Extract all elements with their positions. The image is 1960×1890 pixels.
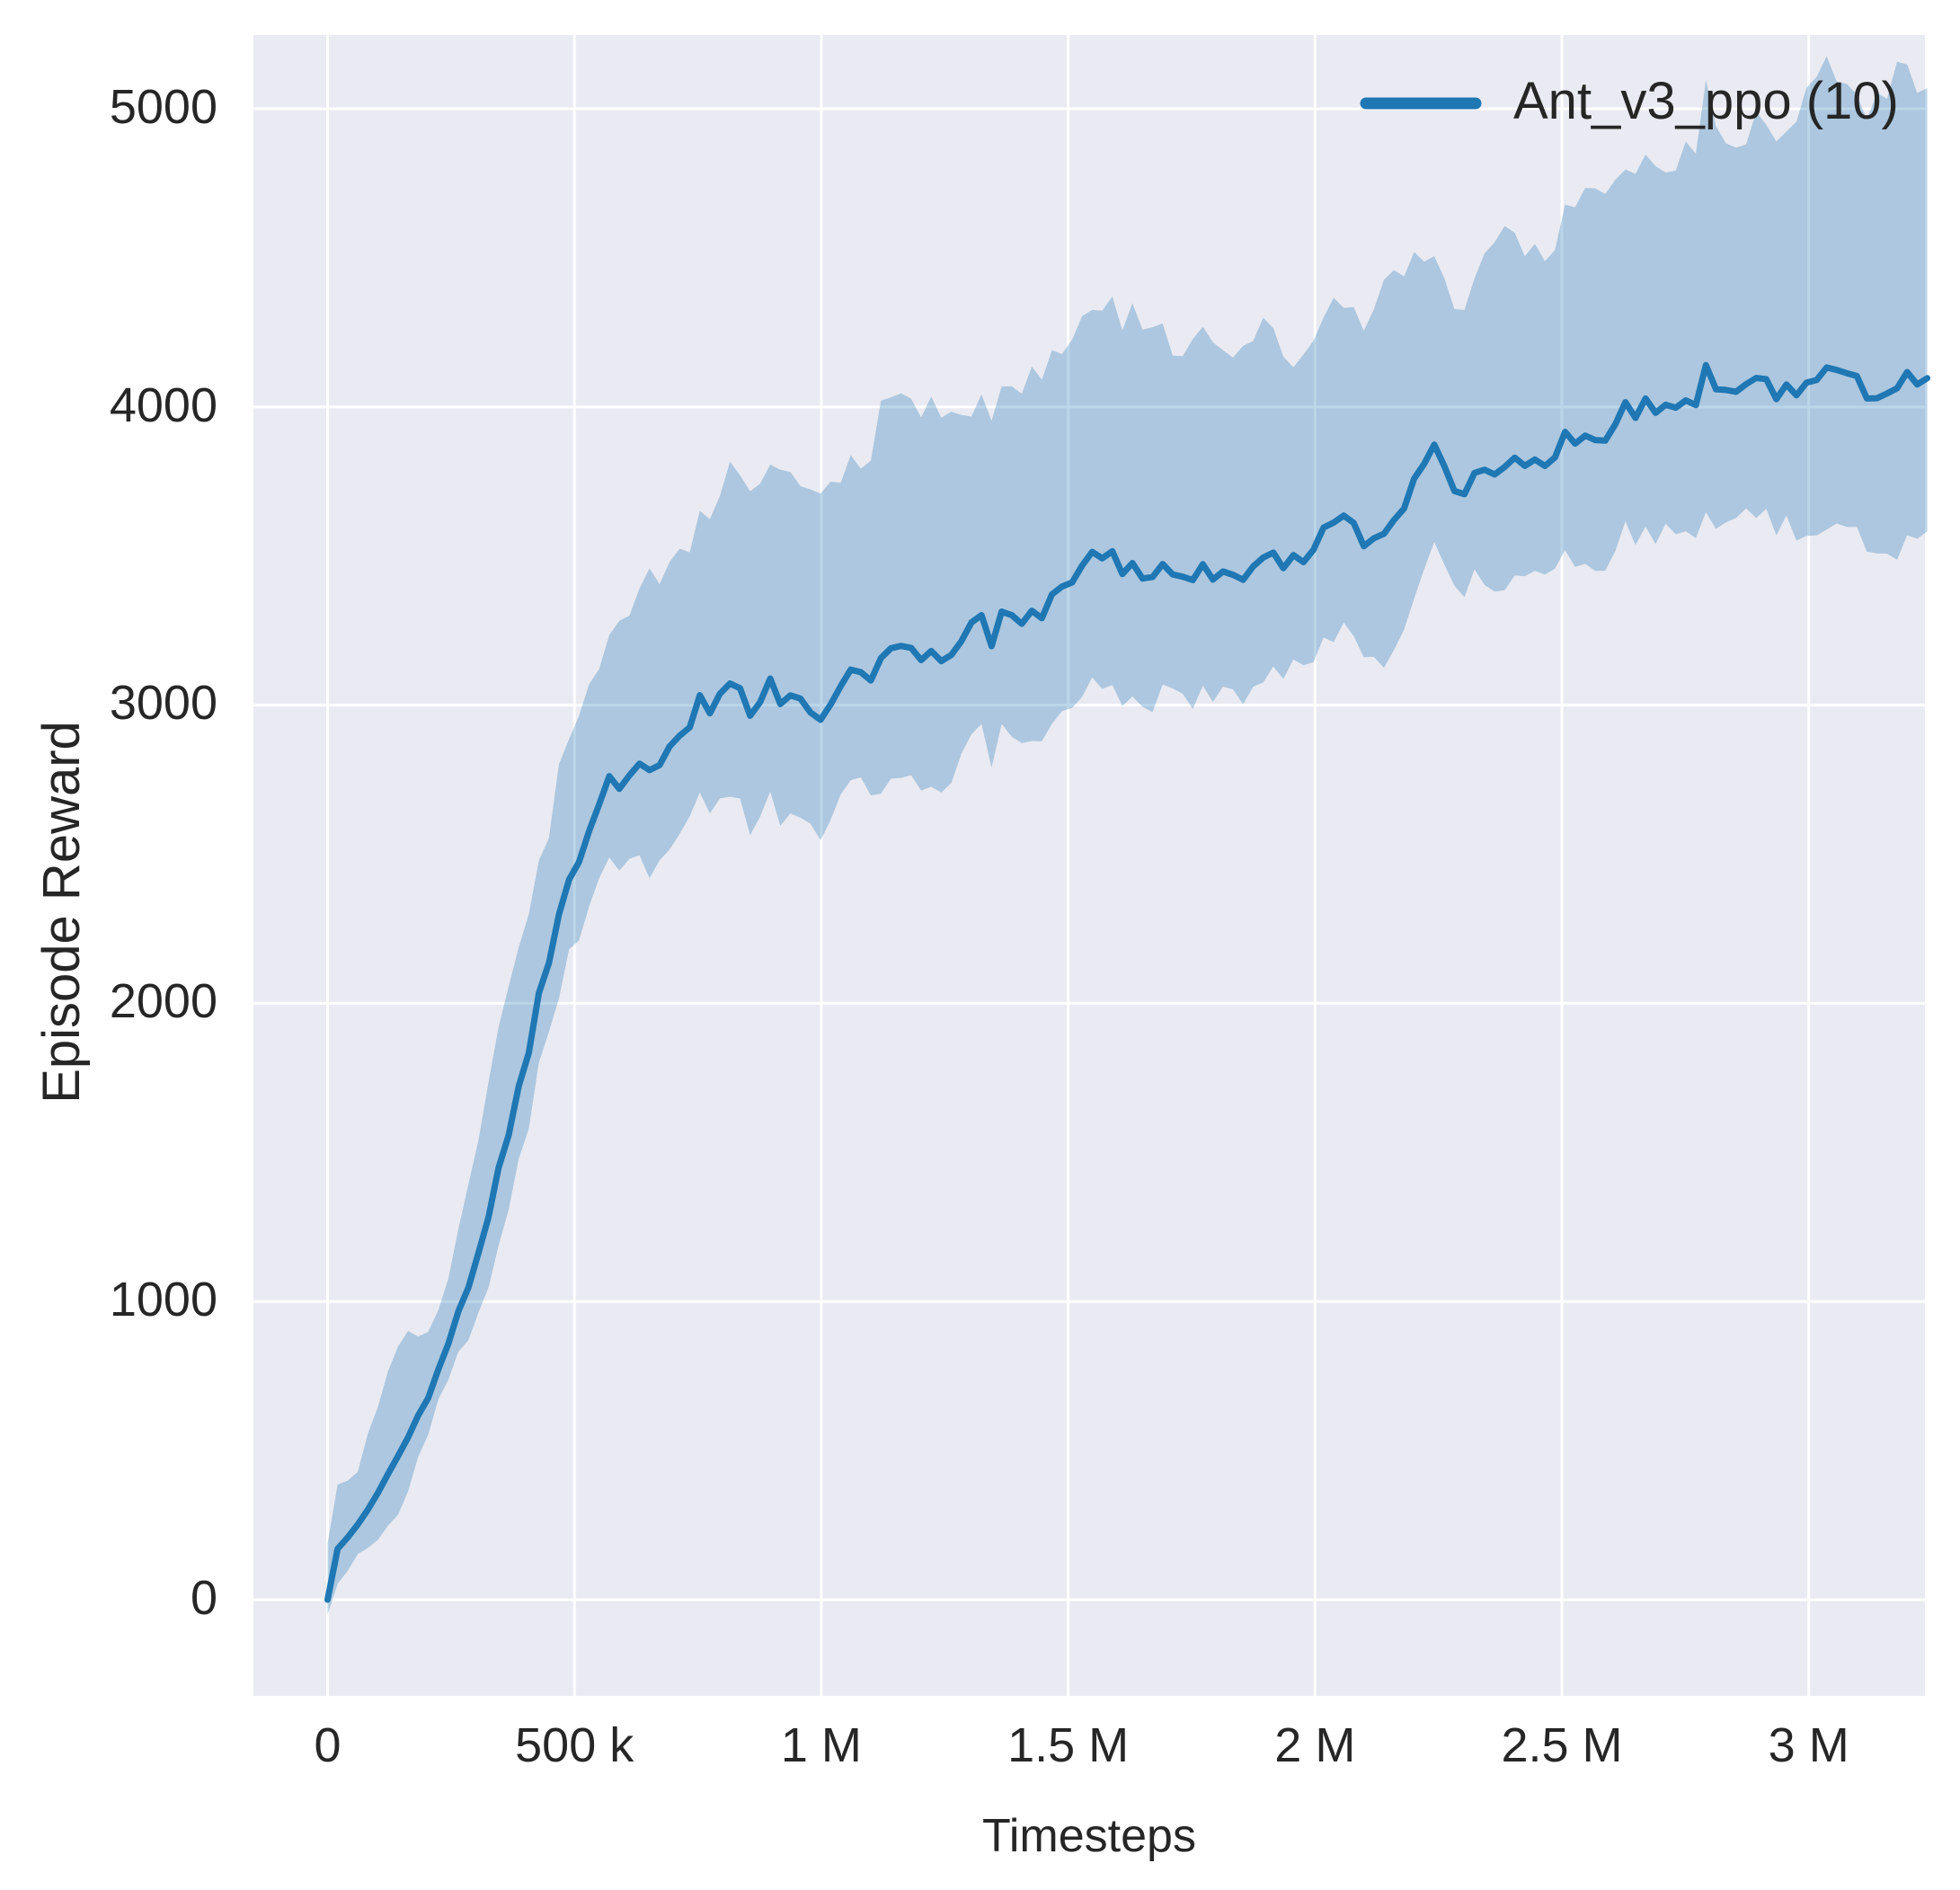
svg-text:Timesteps: Timesteps bbox=[982, 1810, 1196, 1862]
svg-text:1000: 1000 bbox=[110, 1273, 217, 1327]
svg-text:3000: 3000 bbox=[110, 676, 217, 730]
svg-text:0: 0 bbox=[314, 1718, 341, 1772]
svg-text:4000: 4000 bbox=[110, 378, 217, 432]
svg-text:2000: 2000 bbox=[110, 974, 217, 1028]
svg-text:1.5 M: 1.5 M bbox=[1007, 1718, 1129, 1772]
svg-text:1 M: 1 M bbox=[781, 1718, 862, 1772]
svg-text:3 M: 3 M bbox=[1769, 1718, 1849, 1772]
svg-text:5000: 5000 bbox=[110, 80, 217, 134]
svg-text:Ant_v3_ppo (10): Ant_v3_ppo (10) bbox=[1513, 72, 1899, 130]
svg-text:2 M: 2 M bbox=[1274, 1718, 1355, 1772]
svg-text:2.5 M: 2.5 M bbox=[1501, 1718, 1622, 1772]
svg-text:Episode Reward: Episode Reward bbox=[32, 721, 91, 1104]
svg-text:0: 0 bbox=[191, 1571, 217, 1625]
svg-text:500 k: 500 k bbox=[515, 1718, 634, 1772]
